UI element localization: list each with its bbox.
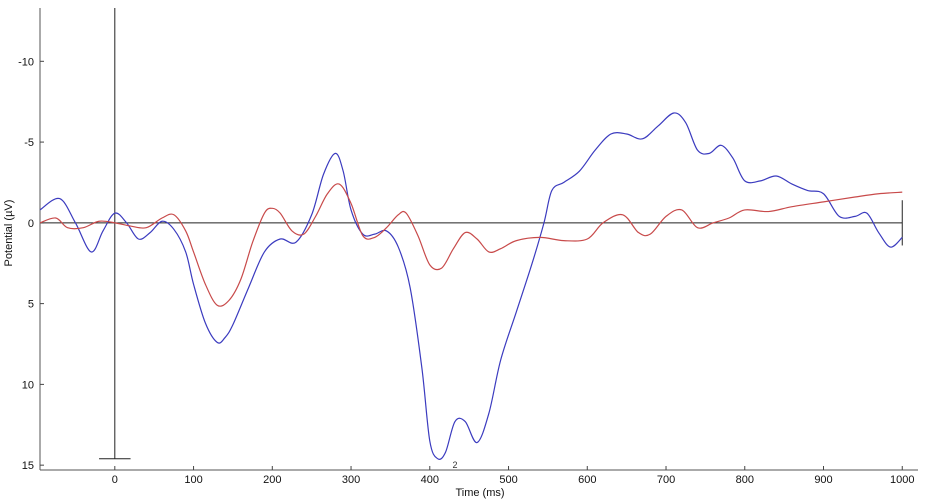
y-axis-label: Potential (µV) xyxy=(3,200,15,267)
y-tick-label: -5 xyxy=(24,137,34,149)
x-tick-label: 1000 xyxy=(890,474,914,486)
y-tick-label: 10 xyxy=(22,379,34,391)
x-tick-label: 100 xyxy=(184,474,202,486)
x-tick-label: 900 xyxy=(814,474,832,486)
x-tick-label: 200 xyxy=(263,474,281,486)
annotation-label: 2 xyxy=(452,460,457,470)
series-layer xyxy=(39,112,903,460)
series-line-2 xyxy=(39,183,903,307)
y-tick-label: -10 xyxy=(18,56,34,68)
x-tick-label: 500 xyxy=(499,474,517,486)
x-axis-label: Time (ms) xyxy=(455,487,504,499)
x-tick-label: 0 xyxy=(112,474,118,486)
x-tick-label: 800 xyxy=(736,474,754,486)
series-line-1 xyxy=(39,112,903,460)
ticks-layer: 0 100 200 300 400 500 600 700 800 900 1000 -10 -5 0 5 1… xyxy=(18,56,914,486)
x-tick-label: 600 xyxy=(578,474,596,486)
x-tick-label: 400 xyxy=(421,474,439,486)
y-tick-label: 15 xyxy=(22,460,34,472)
x-tick-label: 700 xyxy=(657,474,675,486)
x-tick-label: 300 xyxy=(342,474,360,486)
axes-layer xyxy=(39,8,918,471)
y-tick-label: 0 xyxy=(28,218,34,230)
y-tick-label: 5 xyxy=(28,299,34,311)
